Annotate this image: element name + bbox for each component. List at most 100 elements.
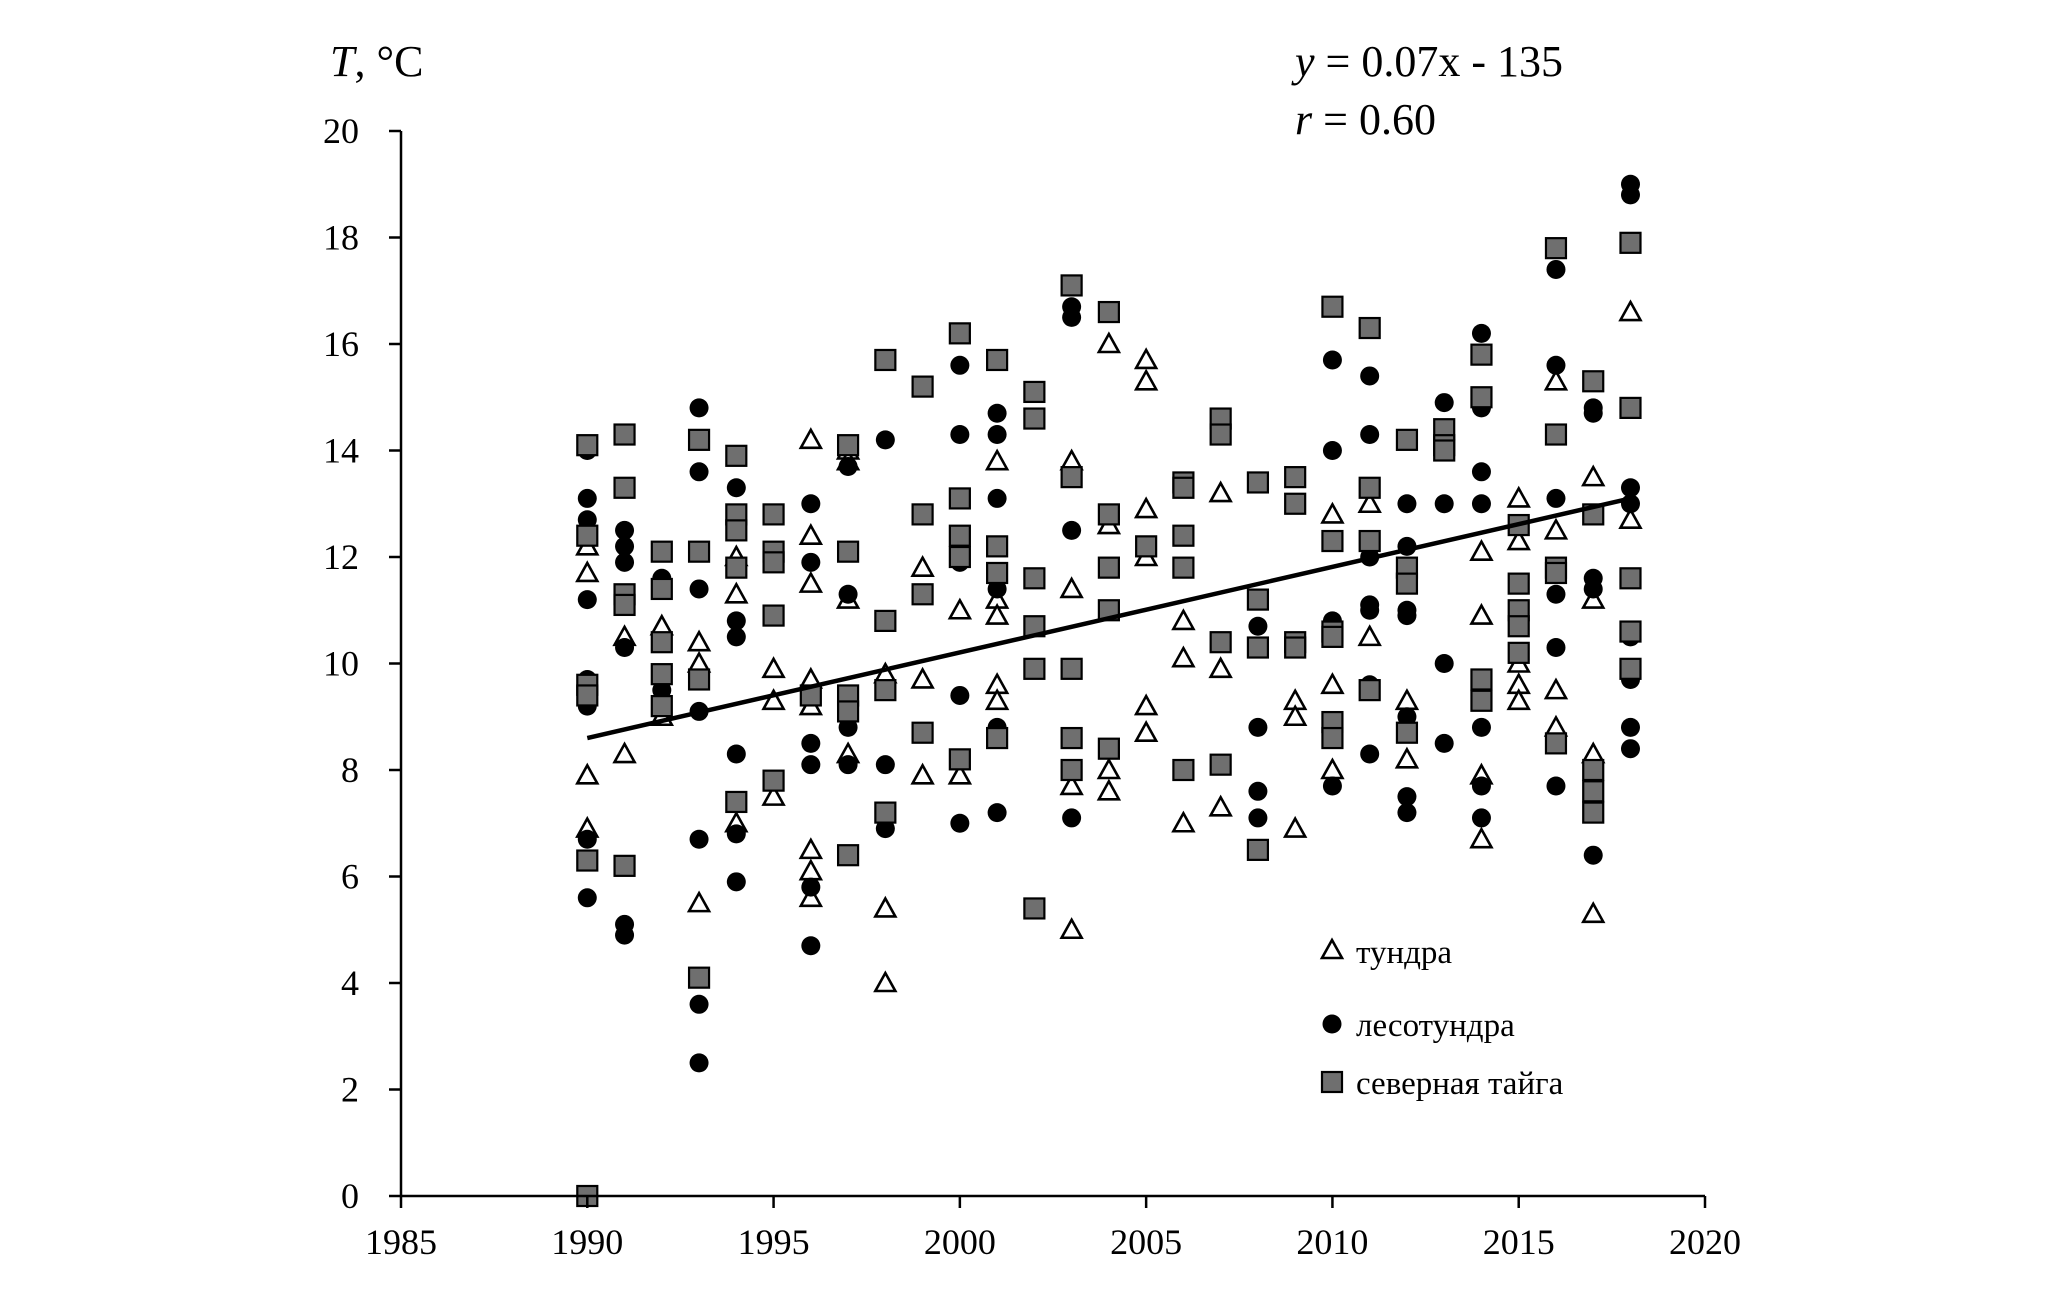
data-point-forest-tundra <box>1434 494 1454 514</box>
data-point-northern-taiga <box>1023 380 1046 404</box>
data-point-forest-tundra <box>1546 584 1566 604</box>
data-point-forest-tundra <box>1546 355 1566 375</box>
data-point-tundra <box>1506 688 1531 711</box>
data-point-forest-tundra <box>1620 494 1640 514</box>
data-point-forest-tundra <box>801 755 821 775</box>
data-point-forest-tundra <box>1397 606 1417 626</box>
data-point-tundra <box>1469 538 1494 561</box>
data-point-northern-taiga <box>1321 529 1344 553</box>
data-point-tundra <box>984 448 1010 471</box>
data-point-tundra <box>1133 368 1159 391</box>
data-point-tundra <box>1357 624 1382 647</box>
data-point-tundra <box>1133 347 1159 370</box>
data-point-tundra <box>724 581 749 604</box>
data-point-northern-taiga <box>1619 567 1642 590</box>
data-point-northern-taiga <box>874 679 897 702</box>
data-point-forest-tundra <box>1546 776 1566 796</box>
data-point-tundra <box>1320 757 1345 780</box>
data-point-northern-taiga <box>687 540 711 563</box>
data-point-tundra <box>798 427 824 450</box>
data-point-northern-taiga <box>1209 753 1232 776</box>
data-point-forest-tundra <box>1322 350 1342 370</box>
data-point-tundra <box>1096 331 1122 354</box>
data-point-tundra <box>1543 368 1569 391</box>
data-point-tundra <box>1133 496 1159 519</box>
data-point-forest-tundra <box>950 685 970 705</box>
data-point-northern-taiga <box>948 322 971 345</box>
data-point-forest-tundra <box>950 425 970 445</box>
data-point-forest-tundra <box>689 994 709 1014</box>
data-point-forest-tundra <box>950 355 970 375</box>
data-point-northern-taiga <box>1209 423 1232 446</box>
data-point-forest-tundra <box>1248 781 1268 801</box>
data-point-forest-tundra <box>1620 739 1640 759</box>
data-point-forest-tundra <box>1360 744 1380 764</box>
y-tick-label: 16 <box>323 324 359 364</box>
data-point-northern-taiga <box>1097 737 1120 760</box>
data-point-forest-tundra <box>987 579 1007 599</box>
data-point-forest-tundra <box>1062 520 1082 540</box>
data-point-northern-taiga <box>1246 471 1270 494</box>
data-point-tundra <box>798 837 824 860</box>
data-point-forest-tundra <box>875 819 895 839</box>
data-point-tundra <box>761 656 786 679</box>
data-point-tundra <box>1208 794 1233 817</box>
data-point-northern-taiga <box>1470 668 1493 691</box>
data-point-northern-taiga <box>1321 726 1344 750</box>
data-point-northern-taiga <box>986 348 1009 372</box>
open-triangle-icon <box>1319 937 1345 960</box>
data-point-forest-tundra <box>1471 462 1491 482</box>
data-point-northern-taiga <box>576 849 599 872</box>
data-point-tundra <box>761 688 786 711</box>
data-point-tundra <box>873 895 898 918</box>
x-tick-label: 1995 <box>738 1222 810 1262</box>
data-point-tundra <box>686 890 712 913</box>
data-point-forest-tundra <box>1062 808 1082 828</box>
data-point-northern-taiga <box>911 375 934 398</box>
y-tick-label: 10 <box>323 644 359 684</box>
data-point-forest-tundra <box>1583 579 1603 599</box>
data-point-northern-taiga <box>911 503 934 526</box>
data-point-forest-tundra <box>1471 717 1491 737</box>
data-point-forest-tundra <box>1360 366 1380 386</box>
data-point-forest-tundra <box>875 755 895 775</box>
data-point-northern-taiga <box>650 663 673 686</box>
data-point-tundra <box>1506 485 1531 508</box>
data-point-northern-taiga <box>1470 689 1493 712</box>
data-point-northern-taiga <box>874 348 897 372</box>
data-point-forest-tundra <box>1322 776 1342 796</box>
data-point-tundra <box>1059 773 1084 796</box>
y-tick-label: 18 <box>323 218 359 258</box>
legend-item-forest-tundra: лесотундра <box>1322 1008 1515 1044</box>
data-point-northern-taiga <box>836 434 860 457</box>
filled-circle-icon <box>1322 1014 1342 1034</box>
data-point-tundra <box>1506 528 1531 551</box>
data-point-forest-tundra <box>1620 185 1640 205</box>
legend-label-forest-tundra: лесотундра <box>1356 1008 1515 1044</box>
data-point-northern-taiga <box>948 487 971 510</box>
data-point-forest-tundra <box>1248 808 1268 828</box>
data-point-forest-tundra <box>1471 323 1491 343</box>
data-point-northern-taiga <box>1544 732 1568 755</box>
data-point-tundra <box>1282 704 1308 727</box>
y-tick-label: 14 <box>323 431 359 471</box>
data-point-forest-tundra <box>838 456 858 476</box>
data-point-northern-taiga <box>613 854 636 877</box>
data-point-tundra <box>798 858 824 881</box>
plot-area <box>575 174 1643 1208</box>
data-point-tundra <box>1171 810 1196 833</box>
data-point-northern-taiga <box>1358 529 1381 553</box>
data-point-northern-taiga <box>1582 780 1605 803</box>
data-point-northern-taiga <box>1321 295 1344 318</box>
data-point-forest-tundra <box>838 717 858 737</box>
data-point-northern-taiga <box>576 684 599 707</box>
data-point-northern-taiga <box>725 790 748 814</box>
data-point-forest-tundra <box>1546 488 1566 508</box>
data-point-forest-tundra <box>987 488 1007 508</box>
data-point-tundra <box>1469 602 1494 625</box>
data-point-forest-tundra <box>1471 808 1491 828</box>
equation-y-variable: y <box>1291 37 1315 86</box>
data-point-northern-taiga <box>1470 343 1493 366</box>
data-point-northern-taiga <box>1060 726 1083 750</box>
data-point-tundra <box>1581 586 1606 609</box>
